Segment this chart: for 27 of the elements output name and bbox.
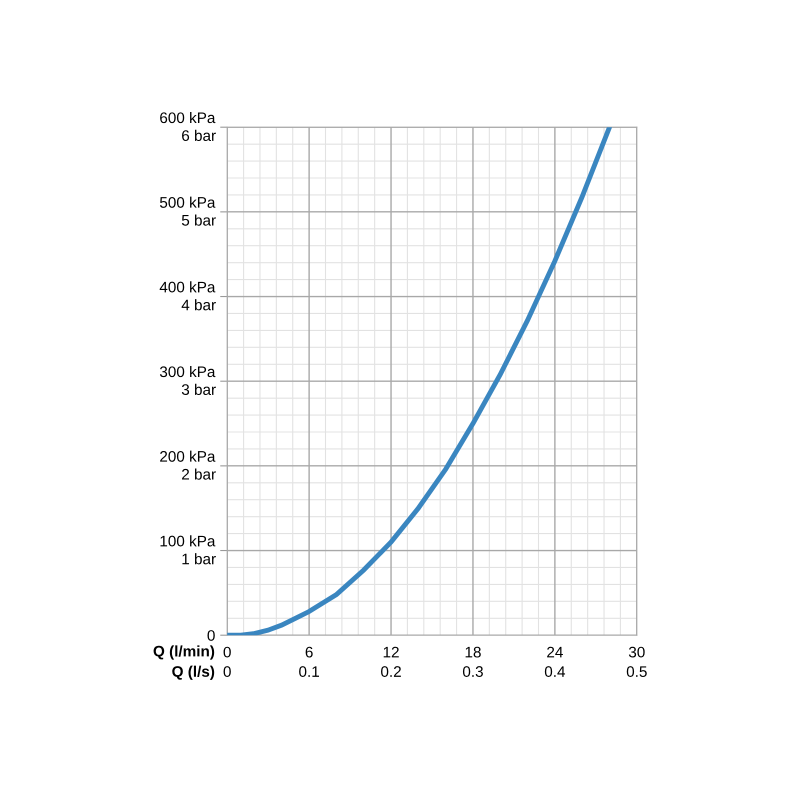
x2-tick-label: 0.4 <box>544 666 566 677</box>
x2-tick-label: 0 <box>224 666 231 677</box>
y-tick-label: 400 kPa <box>160 281 216 292</box>
y-tick-label: 600 kPa <box>160 112 216 124</box>
y-tick-label: 100 kPa <box>160 535 216 546</box>
x-axis-title: Q (l/min) <box>154 645 214 660</box>
y-tick-label: 0 <box>207 630 215 641</box>
x-tick-label: 18 <box>466 646 481 658</box>
y2-tick-label: 4 bar <box>182 299 216 310</box>
x2-axis-title: Q (l/s) <box>172 666 214 680</box>
y-tick-label: 300 kPa <box>160 366 216 378</box>
x-tick-label: 0 <box>224 646 231 658</box>
x2-tick-label: 0.2 <box>381 666 401 677</box>
y2-tick-label: 6 bar <box>182 130 216 142</box>
x-tick-label: 12 <box>384 646 399 658</box>
x-tick-label: 24 <box>547 646 563 658</box>
y2-tick-label: 5 bar <box>182 214 216 226</box>
y-tick-label: 500 kPa <box>160 196 216 208</box>
x2-tick-label: 0.3 <box>462 666 483 677</box>
y2-tick-label: 2 bar <box>182 468 216 480</box>
x2-tick-label: 0.5 <box>626 666 647 677</box>
y-tick-label: 200 kPa <box>160 450 216 462</box>
x-tick-label: 6 <box>306 646 313 658</box>
y2-tick-label: 3 bar <box>182 384 216 396</box>
x-tick-label: 30 <box>628 646 645 658</box>
y2-tick-label: 1 bar <box>182 553 216 564</box>
x2-tick-label: 0.1 <box>299 666 319 677</box>
